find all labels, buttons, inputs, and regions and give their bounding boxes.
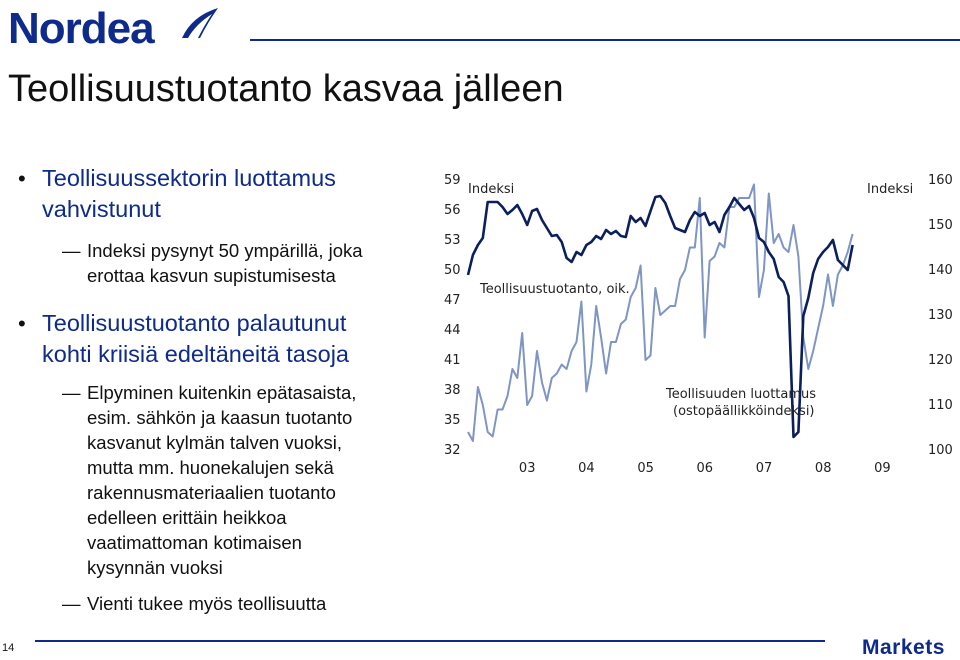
x-tick-label: 09: [874, 461, 891, 476]
slide-title: Teollisuustuotanto kasvaa jälleen: [8, 68, 564, 110]
x-tick-label: 08: [815, 461, 832, 476]
annotation-confidence-2: (ostopäällikköindeksi): [673, 404, 815, 419]
right-tick-label: 160: [928, 173, 953, 188]
bullet-1: • Teollisuussektorin luottamus vahvistun…: [18, 163, 336, 225]
left-tick-label: 32: [444, 443, 461, 458]
left-tick-label: 53: [444, 233, 461, 248]
sub-line: Elpyminen kuitenkin epätasaista,: [87, 382, 357, 403]
sub-line: Vienti tukee myös teollisuutta: [87, 593, 327, 614]
x-tick-label: 04: [578, 461, 595, 476]
bullet-2: • Teollisuustuotanto palautunut kohti kr…: [18, 308, 349, 370]
right-tick-label: 100: [928, 443, 953, 458]
sub-line: rakennusmateriaalien tuotanto: [87, 482, 336, 503]
bullet-dot: •: [18, 166, 26, 191]
annotation-production: Teollisuustuotanto, oik.: [479, 282, 630, 297]
header-divider: [250, 39, 960, 41]
nordea-logo: Nordea: [8, 4, 223, 54]
right-tick-label: 140: [928, 263, 953, 278]
left-tick-label: 50: [444, 263, 461, 278]
page-number: 14: [2, 642, 15, 654]
sub-line: edelleen erittäin heikkoa: [87, 507, 287, 528]
right-tick-label: 130: [928, 308, 953, 323]
logo-text: Nordea: [8, 4, 155, 53]
left-tick-label: 59: [444, 173, 461, 188]
left-tick-label: 56: [444, 203, 461, 218]
bullet-1-line-2: vahvistunut: [42, 196, 161, 222]
x-tick-label: 06: [697, 461, 714, 476]
right-tick-label: 150: [928, 218, 953, 233]
sub-line: Indeksi pysynyt 50 ympärillä, joka: [87, 240, 363, 261]
sub-line: vaatimattoman kotimaisen: [87, 532, 302, 553]
bullet-2-sub-1: — Elpyminen kuitenkin epätasaista, esim.…: [62, 380, 357, 580]
bullet-1-sub-1: — Indeksi pysynyt 50 ympärillä, joka ero…: [62, 238, 363, 288]
right-axis-label: Indeksi: [867, 182, 913, 197]
bullet-2-line-2: kohti kriisiä edeltäneitä tasoja: [42, 341, 349, 367]
x-tick-label: 03: [519, 461, 536, 476]
dash-marker: —: [62, 382, 81, 403]
right-tick-label: 120: [928, 353, 953, 368]
right-tick-label: 110: [928, 398, 953, 413]
footer-markets-label: Markets: [862, 636, 945, 659]
sub-line: esim. sähkön ja kaasun tuotanto: [87, 407, 353, 428]
left-axis-label: Indeksi: [468, 182, 514, 197]
right-axis: 160 150 140 130 120 110 100: [928, 173, 953, 458]
left-tick-label: 44: [444, 323, 461, 338]
bullet-dot: •: [18, 311, 26, 336]
sub-line: erottaa kasvun supistumisesta: [87, 265, 336, 286]
x-tick-label: 05: [637, 461, 654, 476]
annotation-confidence-1: Teollisuuden luottamus: [665, 387, 816, 402]
bullet-2-line-1: Teollisuustuotanto palautunut: [42, 310, 347, 336]
dash-marker: —: [62, 593, 81, 614]
left-tick-label: 35: [444, 413, 461, 428]
x-axis: 03 04 05 06 07 08 09: [519, 461, 891, 476]
sub-line: kasvanut kylmän talven vuoksi,: [87, 432, 343, 453]
series-line-production: [467, 183, 854, 442]
bullet-2-sub-2: — Vienti tukee myös teollisuutta: [62, 591, 327, 616]
sail-icon: [182, 8, 218, 38]
sub-line: kysynnän vuoksi: [87, 557, 223, 578]
left-axis: 59 56 53 50 47 44 41 38 35 32: [444, 173, 461, 458]
left-tick-label: 38: [444, 383, 461, 398]
dash-marker: —: [62, 240, 81, 261]
left-tick-label: 47: [444, 293, 461, 308]
x-tick-label: 07: [756, 461, 773, 476]
bullet-1-line-1: Teollisuussektorin luottamus: [42, 165, 336, 191]
left-tick-label: 41: [444, 353, 461, 368]
sub-line: mutta mm. huonekalujen sekä: [87, 457, 334, 478]
footer-divider: [35, 640, 825, 642]
series-line-confidence: [466, 194, 854, 439]
